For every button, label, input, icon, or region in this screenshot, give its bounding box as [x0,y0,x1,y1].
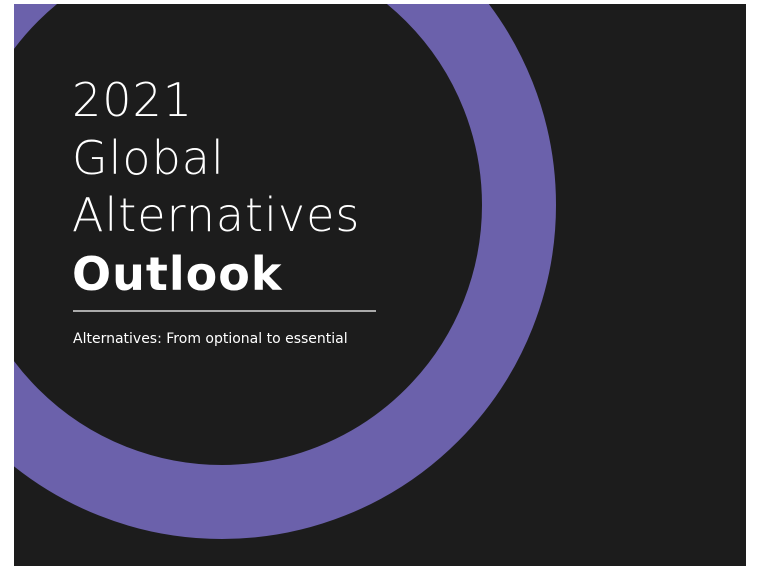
title-block: 2021 Global Alternatives Outlook [72,73,360,301]
title-line: 2021 [72,73,193,127]
title-line: Alternatives [72,188,360,242]
ring-graphic [14,4,556,539]
title-line: Global [72,131,225,185]
subtitle: Alternatives: From optional to essential [73,331,348,347]
purple-ring [14,4,556,539]
title-emphasis: Outlook [72,247,283,301]
